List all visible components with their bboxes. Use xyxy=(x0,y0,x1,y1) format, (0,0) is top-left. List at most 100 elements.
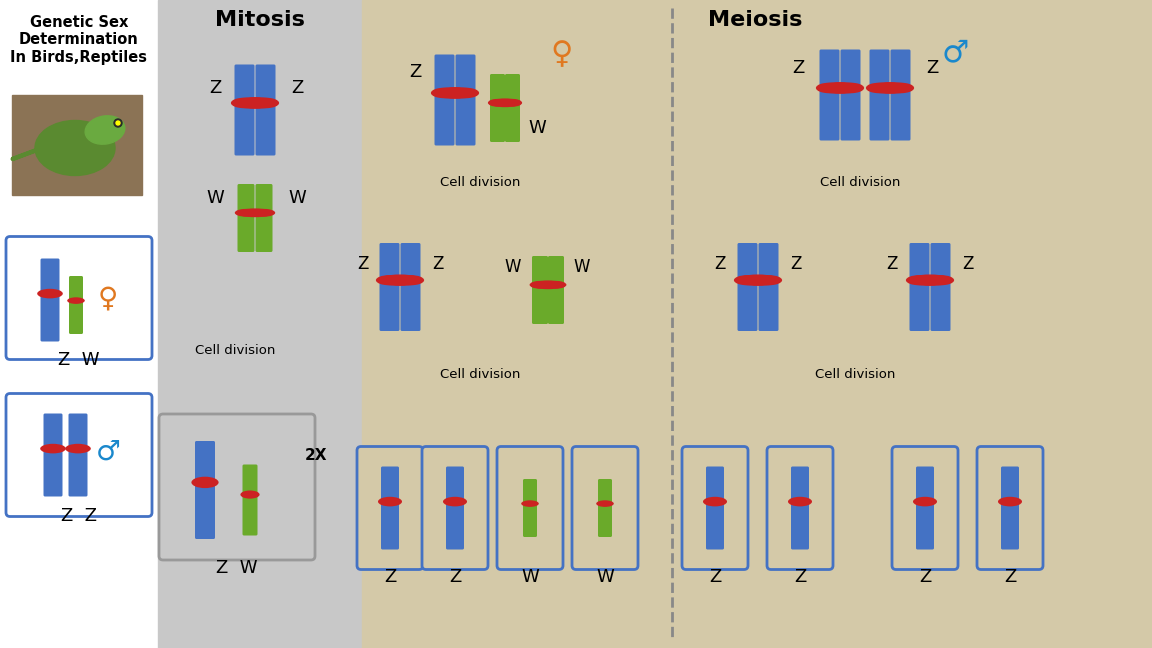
Ellipse shape xyxy=(397,275,424,285)
Text: Z: Z xyxy=(1003,568,1016,586)
Ellipse shape xyxy=(431,87,458,98)
FancyBboxPatch shape xyxy=(505,74,520,142)
Text: W: W xyxy=(574,258,590,276)
FancyBboxPatch shape xyxy=(737,243,758,331)
Text: ♂: ♂ xyxy=(941,38,969,67)
Ellipse shape xyxy=(998,497,1022,506)
Bar xyxy=(0,0,158,648)
Ellipse shape xyxy=(866,83,893,93)
FancyBboxPatch shape xyxy=(379,243,400,331)
Ellipse shape xyxy=(736,275,780,286)
Ellipse shape xyxy=(444,497,467,506)
Text: Z: Z xyxy=(919,568,931,586)
FancyBboxPatch shape xyxy=(68,413,88,496)
FancyArrowPatch shape xyxy=(13,149,39,159)
FancyBboxPatch shape xyxy=(6,237,152,360)
Text: Z: Z xyxy=(962,255,973,273)
FancyBboxPatch shape xyxy=(548,256,564,324)
Ellipse shape xyxy=(788,497,812,506)
Text: Genetic Sex
Determination
In Birds,Reptiles: Genetic Sex Determination In Birds,Repti… xyxy=(10,15,147,65)
Text: 2X: 2X xyxy=(305,448,327,463)
Text: Z: Z xyxy=(791,59,804,77)
Text: ♀: ♀ xyxy=(98,284,119,312)
FancyBboxPatch shape xyxy=(44,413,62,496)
FancyBboxPatch shape xyxy=(758,243,779,331)
Ellipse shape xyxy=(818,82,863,94)
FancyBboxPatch shape xyxy=(598,479,612,537)
FancyBboxPatch shape xyxy=(573,446,638,570)
Text: W: W xyxy=(206,189,223,207)
Circle shape xyxy=(114,119,122,127)
Ellipse shape xyxy=(546,281,567,289)
FancyBboxPatch shape xyxy=(841,49,861,141)
Ellipse shape xyxy=(531,281,566,289)
FancyBboxPatch shape xyxy=(446,467,464,550)
FancyBboxPatch shape xyxy=(401,243,420,331)
Text: Z: Z xyxy=(708,568,721,586)
FancyBboxPatch shape xyxy=(69,276,83,334)
Ellipse shape xyxy=(521,500,539,507)
Ellipse shape xyxy=(37,289,63,298)
Ellipse shape xyxy=(236,209,274,217)
Ellipse shape xyxy=(867,82,912,94)
Text: Z: Z xyxy=(926,59,938,77)
FancyBboxPatch shape xyxy=(40,259,60,341)
Ellipse shape xyxy=(927,275,954,285)
Text: Cell division: Cell division xyxy=(814,367,895,380)
Ellipse shape xyxy=(35,121,115,176)
FancyBboxPatch shape xyxy=(455,54,476,146)
FancyBboxPatch shape xyxy=(235,65,255,156)
Ellipse shape xyxy=(836,83,864,93)
Ellipse shape xyxy=(734,275,761,285)
Ellipse shape xyxy=(233,97,278,109)
FancyBboxPatch shape xyxy=(890,49,910,141)
Ellipse shape xyxy=(66,444,91,454)
Ellipse shape xyxy=(378,497,402,506)
Text: W: W xyxy=(288,189,306,207)
Ellipse shape xyxy=(191,477,219,488)
FancyBboxPatch shape xyxy=(237,184,255,252)
Ellipse shape xyxy=(905,275,933,285)
Ellipse shape xyxy=(597,500,614,507)
FancyBboxPatch shape xyxy=(791,467,809,550)
Text: Z: Z xyxy=(209,79,221,97)
Ellipse shape xyxy=(241,491,259,499)
FancyBboxPatch shape xyxy=(767,446,833,570)
FancyBboxPatch shape xyxy=(931,243,950,331)
Ellipse shape xyxy=(816,83,843,93)
FancyBboxPatch shape xyxy=(523,479,537,537)
FancyBboxPatch shape xyxy=(706,467,723,550)
Bar xyxy=(158,0,362,648)
FancyBboxPatch shape xyxy=(6,393,152,516)
Ellipse shape xyxy=(376,275,403,285)
Text: W: W xyxy=(521,568,539,586)
Text: Z: Z xyxy=(886,255,897,273)
Ellipse shape xyxy=(85,116,124,145)
Text: Cell division: Cell division xyxy=(195,343,275,356)
FancyBboxPatch shape xyxy=(819,49,840,141)
Text: Z: Z xyxy=(384,568,396,586)
Text: W: W xyxy=(596,568,614,586)
Text: Cell division: Cell division xyxy=(440,176,521,189)
Ellipse shape xyxy=(67,297,85,304)
Ellipse shape xyxy=(914,497,937,506)
FancyBboxPatch shape xyxy=(909,243,930,331)
Bar xyxy=(362,0,1152,648)
FancyBboxPatch shape xyxy=(682,446,748,570)
Text: Cell division: Cell division xyxy=(440,367,521,380)
Text: Z  W: Z W xyxy=(217,559,258,577)
Text: Z: Z xyxy=(290,79,303,97)
FancyBboxPatch shape xyxy=(1001,467,1020,550)
FancyBboxPatch shape xyxy=(892,446,958,570)
Bar xyxy=(12,95,142,195)
Text: Meiosis: Meiosis xyxy=(707,10,802,30)
FancyBboxPatch shape xyxy=(916,467,934,550)
Ellipse shape xyxy=(252,209,275,216)
Text: Z: Z xyxy=(357,255,369,273)
Text: ♀: ♀ xyxy=(551,40,574,69)
Ellipse shape xyxy=(703,497,727,506)
Ellipse shape xyxy=(378,275,423,286)
Text: ♂: ♂ xyxy=(96,438,121,466)
Ellipse shape xyxy=(887,83,914,93)
Text: W: W xyxy=(528,119,546,137)
